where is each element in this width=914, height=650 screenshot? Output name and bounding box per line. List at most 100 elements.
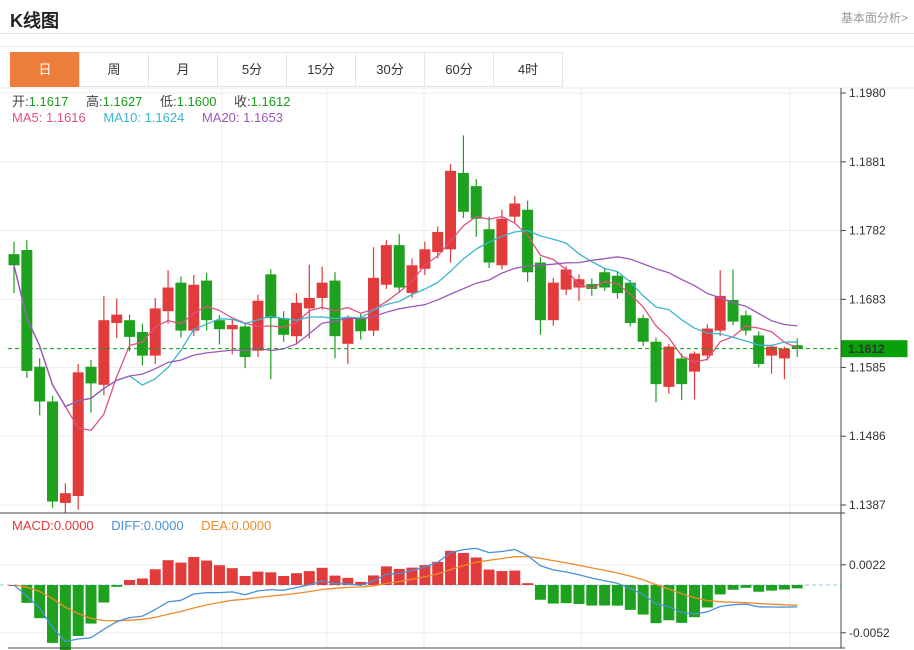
candle [72, 372, 84, 496]
tab-4hour[interactable]: 4时 [493, 52, 563, 87]
ohlc-legend: 开:1.1617 高:1.1627 低:1.1600 收:1.1612 [12, 91, 304, 110]
macd-bar [522, 583, 534, 585]
candle [624, 282, 636, 323]
macd-bar [547, 585, 559, 604]
macd-bar [124, 579, 136, 585]
macd-bar [213, 565, 225, 585]
candle [149, 308, 161, 356]
candle [239, 326, 251, 358]
macd-bar [342, 577, 354, 585]
macd-bar [226, 568, 238, 585]
candle [509, 203, 521, 217]
macd-bar [316, 567, 328, 585]
candle [586, 284, 598, 289]
macd-bar [663, 585, 675, 621]
candle [766, 346, 778, 356]
tab-5min[interactable]: 5分 [217, 52, 287, 87]
macd-bar [689, 585, 701, 618]
candle [329, 280, 341, 337]
candle [380, 245, 392, 285]
candle [778, 348, 790, 359]
macd-bar [111, 585, 123, 587]
axis-tick-label: 1.1782 [849, 224, 886, 238]
current-price-badge [841, 340, 908, 358]
candle [791, 345, 803, 349]
candle [303, 297, 315, 309]
current-price-badge-label: 1.1612 [848, 342, 885, 356]
interval-tabbar: 日 周 月 5分 15分 30分 60分 4时 [0, 46, 914, 87]
ma20-value: 1.1653 [243, 110, 283, 125]
macd-bar [637, 585, 649, 615]
candle [175, 282, 187, 331]
candle [483, 229, 495, 263]
tab-60min[interactable]: 60分 [424, 52, 494, 87]
candle [740, 315, 752, 331]
tab-month[interactable]: 月 [148, 52, 218, 87]
candle [342, 318, 354, 344]
candle [701, 328, 713, 356]
axis-tick-label: 1.1683 [849, 292, 886, 306]
candle [457, 172, 469, 212]
axis-tick-label: 1.1881 [849, 155, 886, 169]
candle [727, 300, 739, 322]
widget-header: K线图 基本面分析> [0, 0, 914, 34]
tab-15min[interactable]: 15分 [286, 52, 356, 87]
macd-bar [239, 575, 251, 585]
candle [534, 262, 546, 321]
candlestick-chart[interactable]: 1.1980 1.1881 1.1782 1.1683 1.1585 1.1486 1.13… [0, 85, 914, 650]
candle [162, 287, 174, 312]
ma-legend: MA5: 1.1616 MA10: 1.1624 MA20: 1.1653 [12, 110, 297, 125]
macd-bar [175, 562, 187, 585]
close-label: 收: [234, 94, 251, 109]
macd-bar [611, 585, 623, 606]
macd-bar [496, 571, 508, 585]
candle [355, 318, 367, 332]
tab-day[interactable]: 日 [10, 52, 80, 87]
candle [650, 341, 662, 385]
macd-bar [791, 585, 803, 589]
macd-bar [419, 565, 431, 585]
axis-tick-label: -0.0052 [849, 626, 890, 640]
tab-30min[interactable]: 30分 [355, 52, 425, 87]
macd-bar [21, 585, 33, 603]
candle [265, 274, 277, 319]
macd-bar [136, 578, 148, 585]
close-value: 1.1612 [250, 94, 291, 109]
ma10-value: 1.1624 [144, 110, 185, 125]
candle [522, 209, 534, 273]
macd-bar [252, 571, 264, 585]
macd-bar [509, 570, 521, 585]
macd-legend: MACD:0.0000 DIFF:0.0000 DEA:0.0000 [12, 518, 285, 533]
high-label: 高: [86, 94, 103, 109]
candle [445, 170, 457, 250]
candle [547, 282, 559, 321]
fundamental-analysis-link[interactable]: 基本面分析> [840, 11, 908, 25]
macd-bar [85, 585, 97, 624]
macd-bar [368, 575, 380, 585]
axis-tick-label: 1.1585 [849, 360, 886, 374]
tab-week[interactable]: 周 [79, 52, 149, 87]
macd-bar [72, 585, 84, 636]
macd-bar [624, 585, 636, 610]
candle [393, 245, 405, 288]
macd-label: MACD: [12, 518, 54, 533]
candle [714, 295, 726, 331]
candle [213, 320, 225, 330]
page-title: K线图 [10, 11, 59, 31]
candle [676, 358, 688, 385]
macd-bar [265, 572, 277, 585]
macd-bar [457, 552, 469, 585]
candle [406, 265, 418, 294]
ma10-line [13, 229, 798, 408]
candle [111, 314, 123, 323]
ma5-label: MA5: [12, 110, 43, 125]
candle [124, 320, 136, 337]
diff-value: 0.0000 [143, 518, 184, 533]
axis-tick-label: 1.1486 [849, 429, 886, 443]
macd-bar [59, 585, 71, 650]
macd-bar [406, 567, 418, 585]
macd-bar [303, 571, 315, 585]
candle [201, 280, 213, 321]
macd-bar [34, 585, 46, 619]
